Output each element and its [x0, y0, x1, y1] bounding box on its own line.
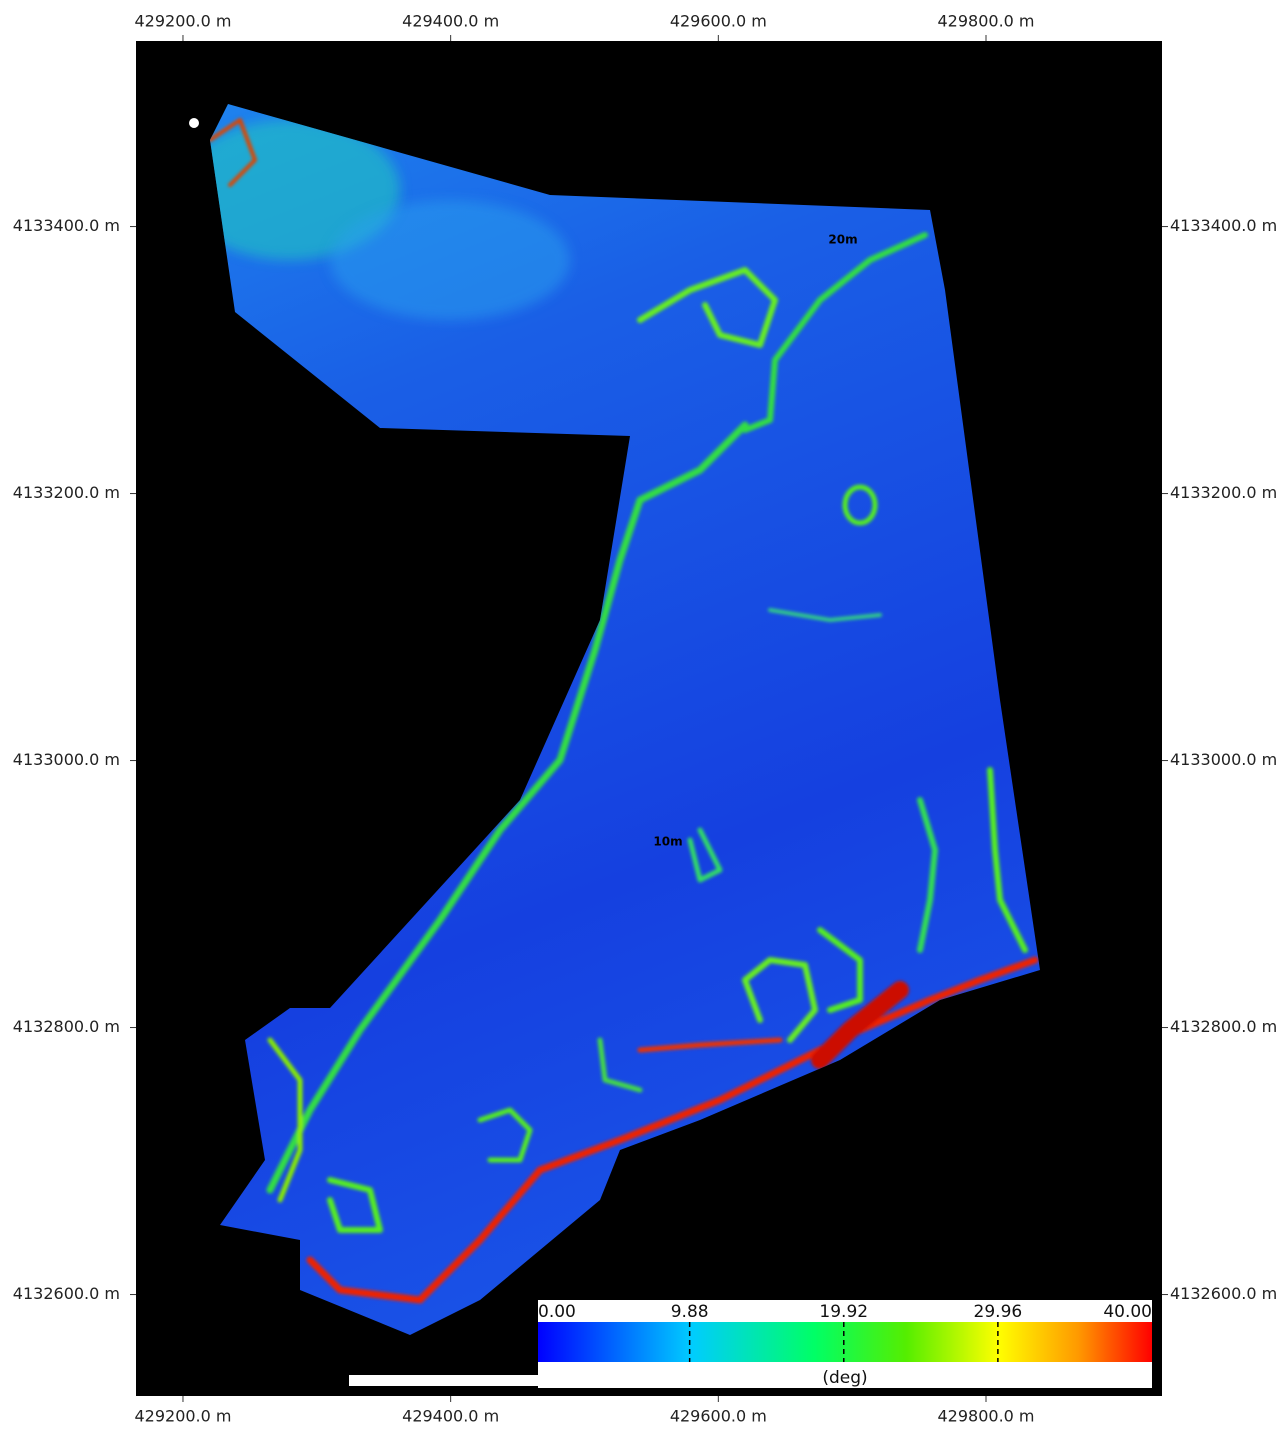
x-tick-label: 429400.0 m: [402, 1407, 499, 1426]
y-tick-label: 4133200.0 m: [1170, 483, 1277, 502]
colorbar-label: 29.96: [974, 1302, 1023, 1322]
colorbar-label: 9.88: [671, 1302, 709, 1322]
y-tick-label: 4133000.0 m: [13, 750, 120, 769]
slope-map: 20m 10m (deg) 429200.0 m 429200.0 m 429400…: [0, 0, 1285, 1430]
x-tick-label: 429600.0 m: [670, 1407, 767, 1426]
colorbar: [538, 1322, 1152, 1362]
x-tick-label: 429400.0 m: [402, 12, 499, 31]
x-tick-label: 429200.0 m: [134, 12, 231, 31]
x-tick-label: 429600.0 m: [670, 12, 767, 31]
x-tick-label: 429200.0 m: [134, 1407, 231, 1426]
colorbar-unit: (deg): [822, 1368, 867, 1388]
scale-bar: [349, 1375, 539, 1386]
x-tick-label: 429800.0 m: [937, 1407, 1034, 1426]
annotation: 10m: [653, 835, 682, 849]
colorbar-label: 40.00: [1103, 1302, 1152, 1322]
y-tick-label: 4133200.0 m: [13, 483, 120, 502]
y-tick-label: 4132600.0 m: [13, 1284, 120, 1303]
marker: [189, 118, 199, 128]
y-tick-label: 4133400.0 m: [1170, 216, 1277, 235]
y-tick-label: 4132800.0 m: [13, 1017, 120, 1036]
x-tick-label: 429800.0 m: [937, 12, 1034, 31]
y-tick-label: 4132600.0 m: [1170, 1284, 1277, 1303]
y-tick-label: 4133400.0 m: [13, 216, 120, 235]
annotation: 20m: [828, 233, 857, 247]
colorbar-label: 19.92: [819, 1302, 868, 1322]
colorbar-label: 0.00: [538, 1302, 576, 1322]
y-tick-label: 4133000.0 m: [1170, 750, 1277, 769]
y-tick-label: 4132800.0 m: [1170, 1017, 1277, 1036]
